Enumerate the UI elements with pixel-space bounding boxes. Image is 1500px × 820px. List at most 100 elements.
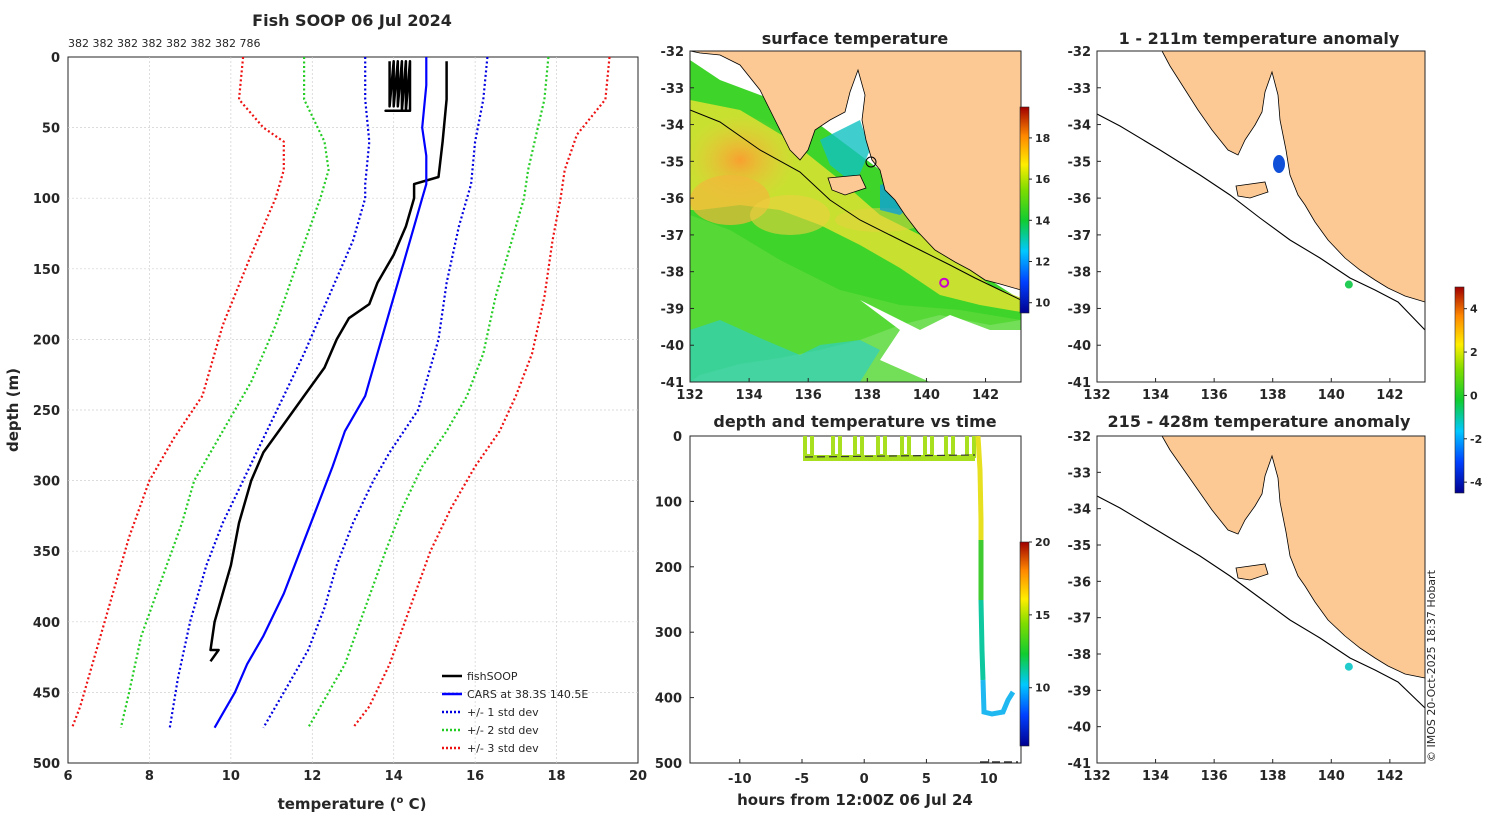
map-y-tick-label: -40 <box>1068 721 1092 736</box>
colorbar-tick-label: 2 <box>1470 346 1478 359</box>
anomaly1-fishsoop-marker <box>1344 280 1353 289</box>
profile-series-2-std <box>119 57 330 728</box>
depth-time-x-ticks: -10 -5 0 5 10 <box>728 759 998 787</box>
profile-series-3-std <box>352 56 611 729</box>
profile-series-1-std <box>262 56 489 729</box>
sst-x-ticks: 132 134 136 138 140 142 <box>676 378 999 403</box>
depth-time-colorbar-ticks: 10 15 20 <box>1029 536 1051 695</box>
anomaly-colorbar <box>1454 286 1465 494</box>
map-y-tick-label: -34 <box>1068 119 1092 134</box>
sst-map-title: surface temperature <box>762 29 949 48</box>
anomaly1-gulf-anomaly <box>1273 155 1285 173</box>
legend-label-std3: +/- 3 std dev <box>467 742 539 755</box>
map-y-tick-label: -32 <box>661 45 685 60</box>
depth-time-y-ticks: 0 100 200 300 400 500 <box>655 430 694 772</box>
map-x-tick-label: 140 <box>1318 388 1345 403</box>
map-y-tick-label: -36 <box>1068 575 1092 590</box>
map-y-tick-label: -32 <box>1068 45 1092 60</box>
anomaly1-x-ticks: 132 134 136 138 140 142 <box>1083 378 1403 403</box>
colorbar-tick-label: 10 <box>1035 682 1051 695</box>
profile-x-tick-label: 14 <box>385 769 403 784</box>
depth-time-deep-segment <box>980 679 1016 717</box>
map-x-tick-label: 140 <box>1318 769 1345 784</box>
colorbar-tick-label: 10 <box>1035 297 1051 310</box>
profile-y-tick-label: 250 <box>33 404 60 419</box>
colorbar-tick-label: -2 <box>1470 433 1482 446</box>
anomaly1-land <box>1161 50 1426 303</box>
profile-x-tick-label: 8 <box>145 769 154 784</box>
map-y-tick-label: -34 <box>1068 503 1092 518</box>
anomaly1-y-ticks: -32 -33 -34 -35 -36 -37 -38 -39 -40 -41 <box>1068 45 1101 391</box>
map-x-tick-label: 140 <box>913 388 940 403</box>
map-y-tick-label: -38 <box>661 266 685 281</box>
profile-series-1-std <box>168 57 371 728</box>
map-x-tick-label: 136 <box>1201 388 1228 403</box>
depth-time-x-axis-label: hours from 12:00Z 06 Jul 24 <box>737 791 973 809</box>
depth-time-y-tick-label: 500 <box>655 757 682 772</box>
depth-time-panel: depth and temperature vs time -10 -5 0 5 10 … <box>655 412 1051 809</box>
profile-y-tick-label: 300 <box>33 475 60 490</box>
legend-label-std1: +/- 1 std dev <box>467 706 539 719</box>
profile-x-ticks: 6 8 10 12 14 16 18 20 <box>63 769 647 784</box>
colorbar-tick-label: 18 <box>1035 132 1050 145</box>
colorbar-tick-label: 12 <box>1035 256 1050 269</box>
profile-y-tick-label: 0 <box>51 51 60 66</box>
profile-y-axis-label: depth (m) <box>4 368 22 452</box>
profile-y-tick-label: 450 <box>33 686 60 701</box>
colorbar-tick-label: 14 <box>1035 214 1051 227</box>
profile-y-tick-label: 50 <box>42 122 60 137</box>
map-y-tick-label: -40 <box>1068 339 1092 354</box>
depth-time-plot-area <box>689 435 1022 764</box>
map-x-tick-label: 142 <box>1376 388 1403 403</box>
profile-series-cars <box>213 57 428 729</box>
depth-time-x-tick-label: 5 <box>922 772 931 787</box>
sst-map-field <box>690 51 1021 382</box>
profile-x-tick-label: 20 <box>629 769 647 784</box>
anomaly1-title: 1 - 211m temperature anomaly <box>1119 29 1400 48</box>
profile-y-tick-label: 100 <box>33 192 60 207</box>
map-x-tick-label: 138 <box>1259 388 1286 403</box>
profile-series-fishsoop <box>209 61 448 663</box>
profile-x-tick-label: 10 <box>222 769 240 784</box>
map-y-tick-label: -39 <box>661 302 685 317</box>
anomaly2-island <box>1235 563 1269 581</box>
profile-legend: fishSOOP CARS at 38.3S 140.5E +/- 1 std … <box>442 670 588 755</box>
colorbar-tick-label: 20 <box>1035 536 1051 549</box>
profile-x-tick-label: 18 <box>548 769 566 784</box>
map-x-tick-label: 134 <box>1142 388 1169 403</box>
profile-x-tick-label: 12 <box>303 769 321 784</box>
legend-label-std2: +/- 2 std dev <box>467 724 539 737</box>
anomaly2-x-ticks: 132 134 136 138 140 142 <box>1083 759 1403 784</box>
sst-kangaroo-island <box>827 174 867 196</box>
depth-time-y-tick-label: 300 <box>655 626 682 641</box>
map-y-tick-label: -41 <box>661 376 685 391</box>
map-y-tick-label: -39 <box>1068 684 1092 699</box>
depth-time-x-tick-label: -10 <box>728 772 752 787</box>
anomaly2-shelf-contour <box>1096 495 1426 709</box>
map-y-tick-label: -37 <box>1068 612 1092 627</box>
anomaly2-y-ticks: -32 -33 -34 -35 -36 -37 -38 -39 -40 -41 <box>1068 430 1101 772</box>
anomaly1-panel: 1 - 211m temperature anomaly 132 134 136 13… <box>1068 29 1426 403</box>
profile-y-tick-label: 400 <box>33 616 60 631</box>
sst-land <box>690 51 1021 291</box>
sst-map-panel: surface temperature 132 134 136 138 140 142 -… <box>661 29 1051 403</box>
map-y-tick-label: -35 <box>1068 539 1092 554</box>
map-x-tick-label: 132 <box>1083 769 1110 784</box>
colorbar-tick-label: 16 <box>1035 173 1051 186</box>
profile-series-fishsoop-surface <box>384 59 412 112</box>
sst-gulf-cool <box>820 120 870 185</box>
sst-fishsoop-marker <box>939 277 950 288</box>
map-y-tick-label: -36 <box>1068 192 1092 207</box>
sst-colorbar-ticks: 10 12 14 16 18 <box>1029 132 1051 310</box>
map-x-tick-label: 134 <box>1142 769 1169 784</box>
colorbar-tick-label: 15 <box>1035 609 1050 622</box>
map-y-tick-label: -37 <box>1068 229 1092 244</box>
depth-time-y-tick-label: 100 <box>655 495 682 510</box>
profile-x-tick-label: 16 <box>466 769 484 784</box>
depth-time-colorbar <box>1019 541 1030 747</box>
profile-title: Fish SOOP 06 Jul 2024 <box>252 11 452 30</box>
map-x-tick-label: 132 <box>1083 388 1110 403</box>
map-x-tick-label: 142 <box>972 388 999 403</box>
depth-time-y-tick-label: 0 <box>673 430 682 445</box>
legend-label-fishsoop: fishSOOP <box>467 670 518 683</box>
